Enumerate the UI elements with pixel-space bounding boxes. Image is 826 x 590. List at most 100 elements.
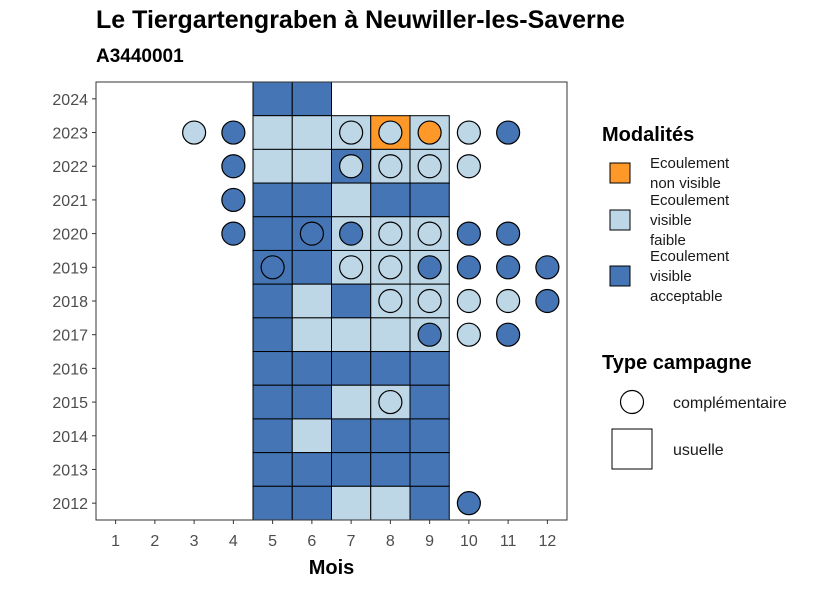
legend-key-ecoulement-visible-faible [609,209,631,231]
x-tick-label-6: 6 [307,533,316,550]
x-tick-label-10: 10 [460,533,478,550]
complementaire-point-2017-9 [417,322,442,347]
complementaire-point-2020-10 [456,221,481,246]
complementaire-point-2020-8 [378,221,403,246]
legend-label-ecoulement-visible-acceptable-line-2: visible [650,268,692,285]
complementaire-point-2022-9 [417,154,442,179]
legend-label-ecoulement-visible-acceptable-line-3: acceptable [650,288,723,305]
usuelle-cell-2018-6 [291,283,332,319]
legend-label-ecoulement-non-visible-line-1: Ecoulement [650,155,730,172]
usuelle-cell-2012-9 [409,485,450,521]
x-tick-label-5: 5 [268,533,277,550]
legend-type-campagne-title: Type campagne [602,352,752,374]
complementaire-point-2018-12 [535,288,560,314]
complementaire-point-2017-10 [456,322,481,347]
legend-label-ecoulement-visible-faible-line-2: visible [650,212,692,229]
complementaire-point-2019-8 [378,255,403,280]
y-tick-label-2024: 2024 [52,92,88,109]
usuelle-cell-2021-7 [331,182,372,218]
y-tick-label-2017: 2017 [52,328,88,345]
usuelle-cell-2023-6 [291,115,332,150]
usuelle-cell-2022-6 [291,148,332,184]
x-tick-label-2: 2 [150,533,159,550]
usuelle-cell-2021-5 [252,182,293,218]
complementaire-point-2023-10 [456,120,481,145]
usuelle-cell-2022-5 [252,148,293,184]
usuelle-cell-2012-7 [331,485,372,521]
usuelle-cell-2023-5 [252,115,293,150]
complementaire-point-2015-8 [378,389,403,415]
legend-label-complementaire: complémentaire [673,395,787,412]
x-axis: 1 2 3 4 5 6 7 8 9 10 11 12 [111,520,556,550]
legend-type-campagne: Type campagne complémentaire usuelle [602,352,787,470]
complementaire-point-2021-4 [221,187,246,213]
complementaire-point-2019-10 [456,255,481,280]
complementaire-point-2022-8 [378,154,403,179]
y-tick-label-2022: 2022 [52,159,88,176]
usuelle-cell-2016-8 [370,351,411,386]
usuelle-cell-2017-8 [370,317,411,353]
usuelle-cell-2014-9 [409,418,450,454]
complementaire-point-2023-8 [378,120,403,145]
complementaire-point-2018-11 [496,288,521,314]
y-axis: 2012 2013 2014 2015 2016 2017 2018 2019 2020 2021… [52,92,96,513]
x-tick-label-9: 9 [425,533,434,550]
usuelle-cell-2021-6 [291,182,332,218]
legend-label-ecoulement-visible-faible-line-1: Ecoulement [650,192,730,209]
complementaire-point-2023-4 [221,120,246,145]
usuelle-cell-2013-5 [252,452,293,487]
usuelle-cell-2012-8 [370,485,411,521]
complementaire-point-2012-10 [456,491,481,516]
x-tick-label-12: 12 [538,533,556,550]
complementaire-point-2023-3 [182,120,207,145]
usuelle-cell-2021-8 [370,182,411,218]
legend-key-ecoulement-non-visible [609,162,631,184]
complementaire-point-2018-10 [456,288,481,314]
complementaire-point-2018-8 [378,288,403,314]
x-tick-label-8: 8 [386,533,395,550]
usuelle-cell-2012-6 [291,485,332,521]
usuelle-cell-2024-5 [252,81,293,117]
complementaire-point-2023-9 [417,120,442,145]
complementaire-point-2019-9 [417,255,442,280]
y-tick-label-2015: 2015 [52,395,88,412]
complementaire-point-2023-7 [339,120,364,145]
legend-modalites-title: Modalités [602,124,694,146]
legend-label-ecoulement-non-visible-line-2: non visible [650,175,721,192]
usuelle-cell-2017-7 [331,317,372,353]
legend-label-usuelle: usuelle [673,442,724,459]
legend-key-usuelle [611,428,653,470]
complementaire-point-2017-11 [496,322,521,347]
y-tick-label-2012: 2012 [52,496,88,513]
usuelle-cell-2016-5 [252,351,293,386]
y-tick-label-2023: 2023 [52,126,88,143]
usuelle-cell-2014-5 [252,418,293,454]
y-tick-label-2016: 2016 [52,361,88,378]
usuelle-cell-2020-5 [252,216,293,251]
x-tick-label-4: 4 [229,533,238,550]
usuelle-cell-2014-6 [291,418,332,454]
usuelle-cell-2015-6 [291,384,332,420]
legend-label-ecoulement-visible-faible-line-3: faible [650,232,686,249]
complementaire-point-2022-10 [456,154,481,179]
complementaire-point-2020-6 [299,221,324,246]
usuelle-cell-2024-6 [291,81,332,117]
complementaire-point-2018-9 [417,288,442,314]
complementaire-point-2020-4 [221,221,246,246]
complementaire-point-2022-4 [221,154,246,179]
legend-label-ecoulement-visible-acceptable-line-1: Ecoulement [650,248,730,265]
usuelle-cell-2018-5 [252,283,293,319]
complementaire-point-2019-5 [260,255,285,280]
usuelle-cell-2016-6 [291,351,332,386]
y-tick-label-2021: 2021 [52,193,88,210]
y-tick-label-2019: 2019 [52,260,88,277]
x-tick-label-11: 11 [500,533,517,550]
y-tick-label-2020: 2020 [52,227,88,244]
chart-subtitle: A3440001 [96,46,184,67]
x-tick-label-7: 7 [347,533,356,550]
usuelle-cell-2017-5 [252,317,293,353]
usuelle-cell-2021-9 [409,182,450,218]
complementaire-point-2019-11 [496,255,521,280]
complementaire-points-group [182,120,560,516]
